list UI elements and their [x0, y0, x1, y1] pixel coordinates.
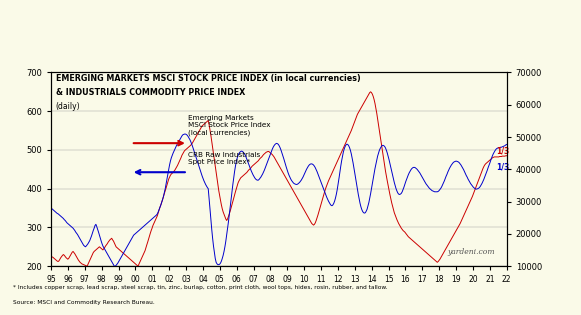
Text: Source: MSCI and Commodity Research Bureau.: Source: MSCI and Commodity Research Bure… — [13, 300, 155, 305]
Text: 1/3: 1/3 — [497, 163, 510, 172]
Text: * Includes copper scrap, lead scrap, steel scrap, tin, zinc, burlap, cotton, pri: * Includes copper scrap, lead scrap, ste… — [13, 285, 388, 290]
Text: EMERGING MARKETS MSCI STOCK PRICE INDEX (in local currencies): EMERGING MARKETS MSCI STOCK PRICE INDEX … — [56, 74, 360, 83]
Text: yardeni.com: yardeni.com — [447, 249, 495, 256]
Text: (daily): (daily) — [56, 101, 80, 111]
Text: & INDUSTRIALS COMMODITY PRICE INDEX: & INDUSTRIALS COMMODITY PRICE INDEX — [56, 88, 245, 97]
Text: Emerging Markets
MSCI Stock Price Index
(local currencies): Emerging Markets MSCI Stock Price Index … — [188, 115, 270, 135]
Text: CRB Raw Industrials
Spot Price Index*: CRB Raw Industrials Spot Price Index* — [188, 152, 260, 165]
Text: 1/3: 1/3 — [497, 146, 510, 156]
